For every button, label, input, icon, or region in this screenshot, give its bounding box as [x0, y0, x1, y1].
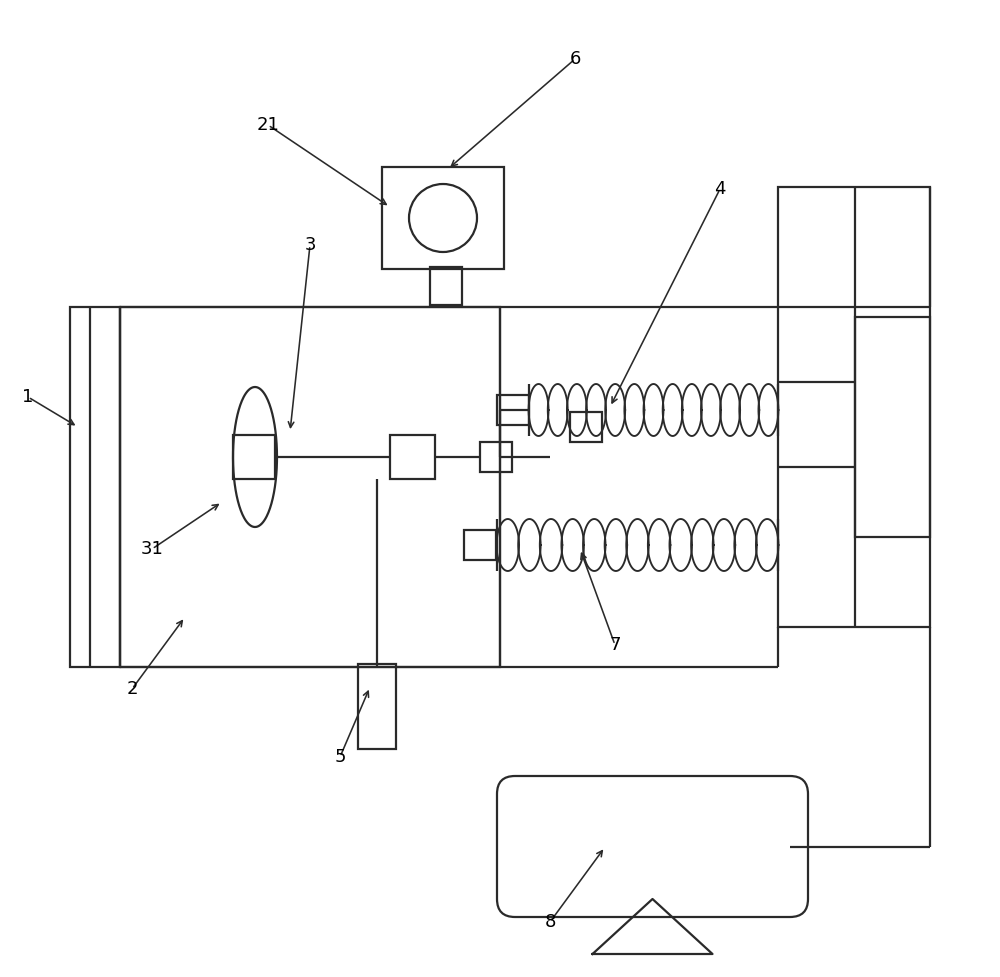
- Text: 5: 5: [334, 748, 346, 766]
- Text: 7: 7: [609, 636, 621, 654]
- Text: 21: 21: [257, 116, 279, 134]
- Text: 8: 8: [544, 913, 556, 931]
- Text: 2: 2: [126, 680, 138, 698]
- Text: 31: 31: [141, 540, 163, 558]
- Text: 3: 3: [304, 236, 316, 254]
- Text: 4: 4: [714, 180, 726, 198]
- Text: 6: 6: [569, 50, 581, 68]
- Text: 1: 1: [22, 388, 34, 406]
